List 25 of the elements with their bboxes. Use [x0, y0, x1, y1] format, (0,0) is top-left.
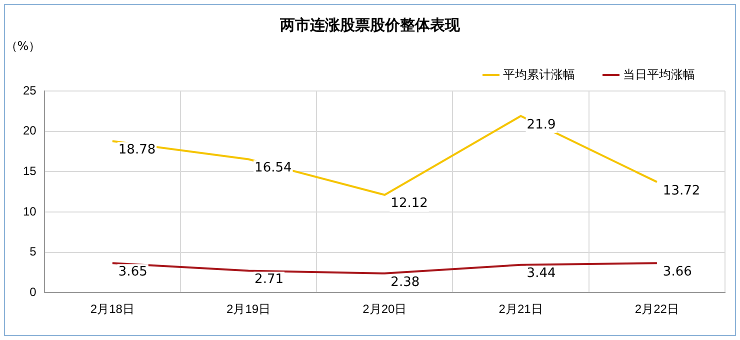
data-label: 3.65 [118, 264, 148, 280]
y-tick-label: 20 [22, 124, 37, 138]
x-tick-label: 2月21日 [498, 302, 543, 316]
x-tick-label: 2月18日 [90, 302, 134, 316]
x-tick-label: 2月19日 [226, 302, 271, 316]
y-tick-label: 15 [22, 164, 37, 178]
x-tick-label: 2月22日 [634, 302, 679, 316]
legend-label: 当日平均涨幅 [623, 67, 695, 82]
y-tick-label: 5 [30, 244, 37, 259]
y-tick-label: 10 [22, 204, 37, 218]
data-label: 3.44 [526, 266, 556, 282]
data-label: 21.9 [526, 117, 556, 132]
x-tick-label: 2月20日 [362, 302, 407, 316]
data-label: 2.71 [254, 272, 284, 288]
data-label: 13.72 [662, 183, 700, 198]
y-tick-label: 25 [22, 83, 37, 98]
data-label: 3.66 [662, 264, 692, 280]
data-label: 2.38 [390, 274, 420, 290]
y-tick-label: 0 [30, 284, 37, 299]
legend-label: 平均累计涨幅 [503, 67, 575, 82]
data-label: 16.54 [254, 160, 292, 176]
chart-title: 两市连涨股票股价整体表现 [279, 16, 461, 34]
y-axis-title: （%） [5, 39, 41, 54]
data-label: 18.78 [118, 142, 156, 158]
data-label: 12.12 [390, 196, 428, 212]
